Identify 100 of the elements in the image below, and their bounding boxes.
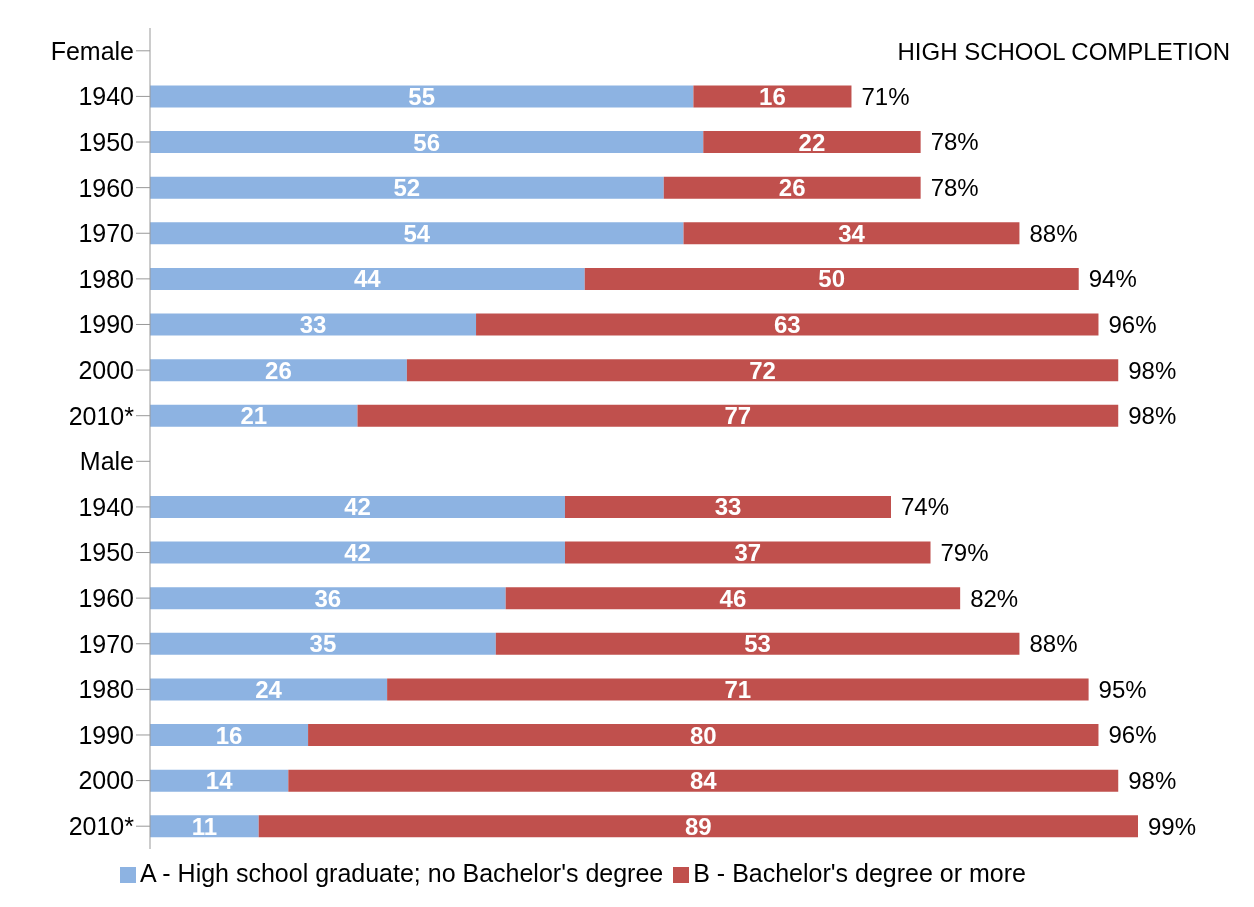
bar <box>150 632 496 655</box>
bar <box>150 85 694 108</box>
bar <box>693 85 852 108</box>
data-label: 53 <box>744 630 771 658</box>
data-label: 35 <box>309 630 337 658</box>
bar <box>258 815 1138 838</box>
y-tick-label: 2010* <box>68 401 135 430</box>
total-label: 82% <box>970 584 1019 612</box>
total-label: 96% <box>1108 721 1157 749</box>
bar <box>476 313 1099 336</box>
data-label: 52 <box>393 174 421 202</box>
data-label: 54 <box>403 219 431 247</box>
y-tick-label: 1990 <box>78 310 134 339</box>
total-label: 94% <box>1088 265 1137 293</box>
bar <box>387 678 1089 701</box>
y-tick-label: 1970 <box>78 629 134 658</box>
bar <box>663 176 921 199</box>
data-label: 71 <box>724 675 752 703</box>
bar <box>495 632 1020 655</box>
y-tick-label: 2010* <box>68 812 135 841</box>
bar <box>150 724 309 747</box>
y-tick-label: 1970 <box>78 219 134 248</box>
bar <box>150 313 477 336</box>
chart-title: HIGH SCHOOL COMPLETION <box>897 38 1230 66</box>
data-label: 44 <box>354 265 382 293</box>
y-tick-label: Female <box>50 36 134 65</box>
bar <box>150 495 565 518</box>
bar <box>357 404 1119 427</box>
y-tick-label: 1980 <box>78 675 134 704</box>
total-label: 96% <box>1108 310 1157 338</box>
data-label: 72 <box>749 356 776 384</box>
data-label: 34 <box>838 219 866 247</box>
bar <box>288 769 1119 792</box>
data-label: 21 <box>240 402 268 430</box>
data-label: 55 <box>408 82 436 110</box>
bar <box>150 222 684 245</box>
y-tick-label: 2000 <box>78 355 134 384</box>
data-label: 33 <box>299 311 327 339</box>
bar <box>150 131 704 154</box>
data-label: 42 <box>344 493 371 521</box>
data-label: 16 <box>759 82 786 110</box>
data-label: 37 <box>734 539 762 567</box>
y-tick-label: 2000 <box>78 766 134 795</box>
total-label: 71% <box>861 82 910 110</box>
bar <box>584 267 1079 290</box>
y-tick-label: 1960 <box>78 173 134 202</box>
bar <box>150 267 585 290</box>
total-label: 88% <box>1029 630 1078 658</box>
y-tick-label: 1950 <box>78 127 134 156</box>
bar <box>406 359 1119 382</box>
data-label: 89 <box>684 812 712 840</box>
bar <box>683 222 1020 245</box>
data-label: 46 <box>719 584 747 612</box>
data-label: 50 <box>818 265 846 293</box>
bar <box>150 769 289 792</box>
y-tick-label: 1990 <box>78 720 134 749</box>
total-label: 88% <box>1029 219 1078 247</box>
data-label: 11 <box>191 812 218 840</box>
total-label: 98% <box>1128 767 1177 795</box>
bar <box>150 176 664 199</box>
data-label: 56 <box>413 128 440 156</box>
y-tick-label: 1950 <box>78 538 134 567</box>
total-label: 74% <box>901 493 950 521</box>
data-label: 80 <box>689 721 717 749</box>
bar <box>150 678 388 701</box>
bar <box>150 541 565 564</box>
data-label: 26 <box>265 356 292 384</box>
total-label: 99% <box>1148 812 1197 840</box>
total-label: 98% <box>1128 356 1177 384</box>
y-tick-label: 1960 <box>78 584 134 613</box>
y-tick-label: Male <box>79 447 134 476</box>
total-label: 98% <box>1128 402 1177 430</box>
data-label: 22 <box>798 128 826 156</box>
y-tick-label: 1980 <box>78 264 134 293</box>
bar <box>150 359 407 382</box>
data-label: 42 <box>344 539 371 567</box>
data-label: 63 <box>773 311 801 339</box>
total-label: 95% <box>1098 675 1147 703</box>
data-label: 77 <box>724 402 752 430</box>
y-tick-label: 1940 <box>78 82 134 111</box>
data-label: 36 <box>314 584 342 612</box>
data-label: 14 <box>205 767 234 795</box>
data-label: 84 <box>689 767 718 795</box>
total-label: 79% <box>940 538 989 566</box>
data-label: 24 <box>255 675 283 703</box>
bar <box>703 131 921 154</box>
bar <box>564 541 931 564</box>
data-label: 33 <box>714 493 742 521</box>
legend-label: B - Bachelor's degree or more <box>693 859 1026 887</box>
data-label: 16 <box>215 721 243 749</box>
y-tick-label: 1940 <box>78 492 134 521</box>
bar <box>150 587 506 610</box>
total-label: 78% <box>930 174 979 202</box>
data-label: 26 <box>778 174 806 202</box>
bar <box>150 815 259 838</box>
legend-label: A - High school graduate; no Bachelor's degree <box>140 859 664 887</box>
bar <box>505 587 961 610</box>
bar <box>150 404 358 427</box>
bar <box>564 495 891 518</box>
bar <box>308 724 1099 747</box>
